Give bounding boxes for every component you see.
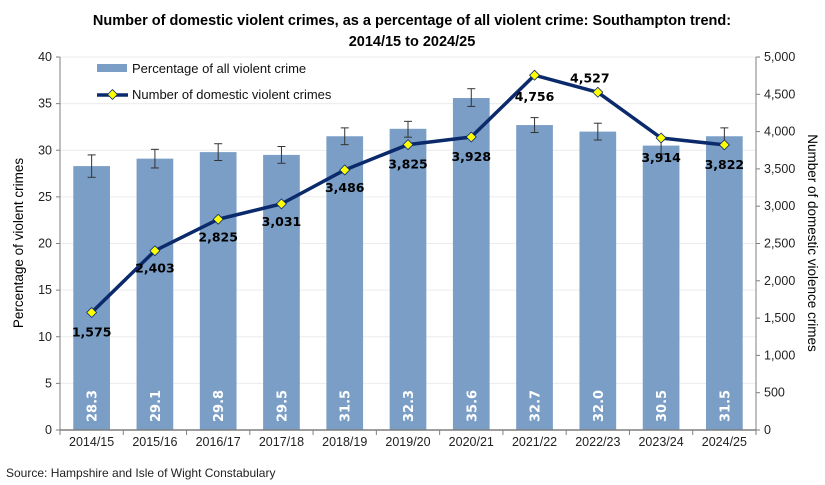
y2-axis-title: Number of domestic violence crimes [805,134,820,352]
line-marker [592,86,604,98]
legend: Percentage of all violent crime Number o… [97,61,332,102]
y-axis-ticks: 0 5 10 15 20 25 30 35 40 [38,50,60,437]
line-marker [275,198,287,210]
line-value-label: 3,486 [325,180,365,195]
y-tick-label: 30 [38,143,52,157]
bar-value-label: 29.5 [275,390,290,422]
y2-tick-label: 1,000 [764,348,795,362]
line-value-label: 3,914 [641,150,681,165]
line-labels: 1,575 2,403 2,825 3,031 3,486 3,825 3,928 4,756… [72,70,744,339]
x-tick-label: 2014/15 [69,435,114,449]
bar [579,131,617,430]
line-marker [655,132,667,144]
line-value-label: 3,825 [388,157,428,172]
x-tick-label: 2016/17 [196,435,241,449]
y2-tick-label: 2,500 [764,237,795,251]
line-value-label: 4,756 [515,89,555,104]
x-tick-label: 2015/16 [132,435,177,449]
line-marker [149,245,161,257]
y2-tick-label: 500 [764,386,785,400]
x-tick-label: 2024/25 [702,435,747,449]
line-value-label: 3,031 [262,214,302,229]
line-series [86,69,730,319]
bar [452,98,490,430]
chart-title: Number of domestic violent crimes, as a … [93,13,731,50]
x-tick-label: 2021/22 [512,435,557,449]
bar-value-label: 35.6 [465,390,480,422]
y2-tick-label: 4,500 [764,87,795,101]
bar-value-label: 32.3 [402,390,417,422]
x-axis-ticks: 2014/15 2015/16 2016/17 2017/18 2018/19 2019/… [59,430,757,449]
chart-title-line-1: Number of domestic violent crimes, as a … [93,13,731,29]
y-tick-label: 10 [38,330,52,344]
y2-tick-label: 0 [764,423,771,437]
bar-value-label: 32.0 [592,390,607,422]
x-tick-label: 2019/20 [385,435,430,449]
bar-value-label: 28.3 [86,390,101,422]
x-tick-label: 2018/19 [322,435,367,449]
bar [706,136,743,430]
legend-bar-swatch [97,64,127,72]
line-marker [529,69,541,81]
y-tick-label: 40 [38,50,52,64]
chart-title-line-2: 2014/15 to 2024/25 [349,34,476,50]
y2-tick-label: 2,000 [764,274,795,288]
line-marker [86,306,98,319]
line-marker [212,213,224,225]
y-tick-label: 20 [38,237,52,251]
y-tick-label: 15 [38,283,52,297]
bars [73,98,743,431]
y2-axis-ticks: 0 500 1,000 1,500 2,000 2,500 3,000 3,500 4,000 4… [756,50,795,437]
y2-tick-label: 4,000 [764,125,795,139]
y-tick-label: 35 [38,97,52,111]
line-value-label: 2,825 [198,229,238,244]
x-tick-label: 2020/21 [449,435,494,449]
line-marker [465,131,477,143]
x-tick-label: 2022/23 [575,435,620,449]
bar [326,136,364,430]
bar-value-label: 31.5 [339,390,354,422]
bar-labels: 28.3 29.1 29.8 29.5 31.5 32.3 35.6 32.7 32.0 30.5… [86,390,734,422]
legend-item-line: Number of domestic violent crimes [132,87,332,102]
line-value-label: 1,575 [72,325,112,340]
y2-tick-label: 5,000 [764,50,795,64]
line-marker [718,139,730,151]
bar-value-label: 32.7 [529,390,544,422]
bar [73,166,110,431]
bar-value-label: 29.8 [212,390,227,422]
bar-value-label: 30.5 [655,390,670,422]
bar [136,158,174,430]
bar [389,128,427,431]
line-marker [339,164,351,176]
y2-tick-label: 3,000 [764,199,795,213]
y2-tick-label: 1,500 [764,311,795,325]
line-value-label: 2,403 [135,261,175,276]
line-value-label: 4,527 [570,70,610,85]
y-tick-label: 25 [38,190,52,204]
x-tick-label: 2017/18 [259,435,304,449]
source-note: Source: Hampshire and Isle of Wight Cons… [6,466,275,480]
y-tick-label: 5 [45,376,52,390]
legend-item-bars: Percentage of all violent crime [132,61,306,76]
bar [199,152,237,431]
y-axis-title: Percentage of violent crimes [11,158,26,329]
line-value-label: 3,822 [705,157,745,172]
bar [642,145,680,430]
x-tick-label: 2023/24 [638,435,683,449]
bar [516,125,553,430]
y2-tick-label: 3,500 [764,162,795,176]
legend-marker-icon [106,88,119,101]
y-tick-label: 0 [45,423,52,437]
bar-value-label: 29.1 [149,390,164,422]
line-value-label: 3,928 [451,149,491,164]
bar-value-label: 31.5 [718,390,733,422]
line-marker [402,139,414,151]
